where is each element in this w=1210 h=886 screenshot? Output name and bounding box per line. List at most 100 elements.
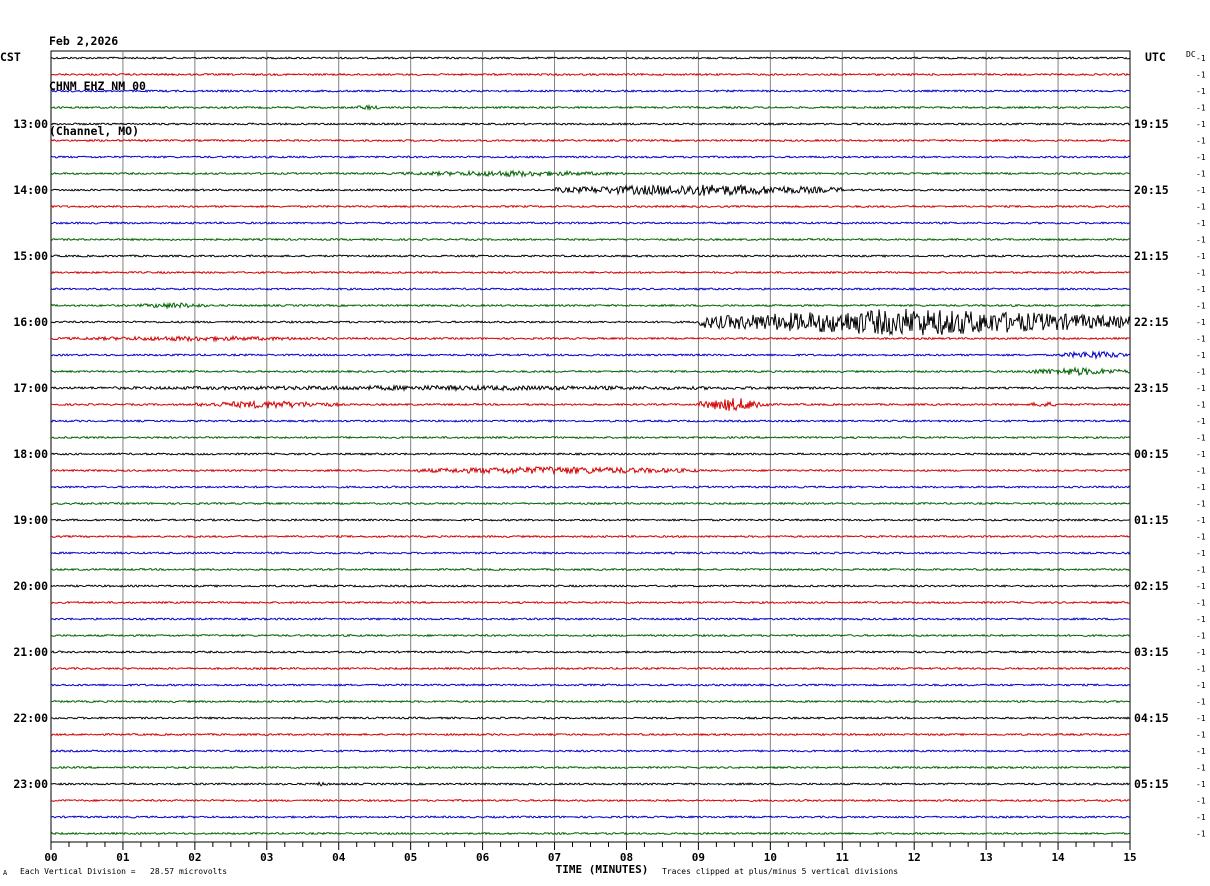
clip-note: Traces clipped at plus/minus 5 vertical … — [662, 867, 899, 876]
trace-row-46 — [50, 815, 1131, 819]
left-hour-label: 21:00 — [13, 645, 48, 659]
trace-row-2 — [50, 89, 1131, 93]
row-right-label: -1 — [1196, 648, 1206, 657]
trace-row-31 — [50, 567, 1131, 572]
x-tick-label-08: 08 — [620, 851, 633, 864]
row-right-label: -1 — [1196, 813, 1206, 822]
x-tick-label-07: 07 — [548, 851, 561, 864]
trace-row-16 — [50, 308, 1131, 336]
trace-row-25 — [50, 465, 1131, 476]
x-axis-label: TIME (MINUTES) — [556, 863, 649, 876]
row-right-label: -1 — [1196, 434, 1206, 443]
trace-row-9 — [50, 204, 1131, 209]
row-right-label: -1 — [1196, 830, 1206, 839]
left-hour-label: 19:00 — [13, 513, 48, 527]
row-right-label: -1 — [1196, 71, 1206, 80]
header-block: Feb 2,2026 CHNM EHZ NM 00 (Channel, MO) — [49, 4, 146, 154]
row-right-label: -1 — [1196, 335, 1206, 344]
trace-row-12 — [50, 254, 1131, 258]
right-timezone-label: UTC — [1145, 50, 1166, 64]
left-hour-label: 20:00 — [13, 579, 48, 593]
left-hour-label: 17:00 — [13, 381, 48, 395]
left-hour-label: 16:00 — [13, 315, 48, 329]
x-tick-label-10: 10 — [764, 851, 777, 864]
trace-row-34 — [50, 617, 1131, 621]
minute-gridlines — [122, 51, 1059, 842]
trace-row-20 — [50, 383, 1131, 393]
trace-row-17 — [50, 334, 1131, 343]
trace-row-22 — [50, 419, 1131, 423]
trace-row-28 — [51, 518, 1131, 522]
row-right-label: -1 — [1196, 302, 1206, 311]
row-right-label: -1 — [1196, 417, 1206, 426]
row-right-labels: -1 -1 -1 -1 -1 -1 -1 -1 -1 -1 -1 -1 -1 -1 -1 -1 -1 -1 -1 -1… — [1196, 54, 1206, 839]
row-right-label: -1 — [1196, 153, 1206, 162]
x-tick-label-04: 04 — [332, 851, 346, 864]
row-right-label: -1 — [1196, 236, 1206, 245]
trace-row-0 — [50, 56, 1131, 60]
trace-row-45 — [50, 798, 1131, 803]
seismic-traces — [50, 56, 1131, 836]
x-tick-label-11: 11 — [836, 851, 850, 864]
row-right-label: -1 — [1196, 500, 1206, 509]
row-right-label: -1 — [1196, 533, 1206, 542]
right-hour-label: 19:15 — [1134, 117, 1169, 131]
x-tick-label-15: 15 — [1123, 851, 1136, 864]
row-right-label: -1 — [1196, 401, 1206, 410]
x-tick-label-09: 09 — [692, 851, 705, 864]
x-tick-label-03: 03 — [260, 851, 273, 864]
trace-row-39 — [50, 699, 1131, 704]
trace-row-1 — [50, 72, 1131, 77]
trace-row-7 — [50, 169, 1131, 179]
trace-row-42 — [50, 749, 1131, 753]
x-tick-label-05: 05 — [404, 851, 417, 864]
trace-row-10 — [50, 221, 1131, 225]
left-hour-label: 23:00 — [13, 777, 48, 791]
right-hour-label: 22:15 — [1134, 315, 1169, 329]
trace-row-4 — [50, 122, 1131, 126]
row-right-label: -1 — [1196, 120, 1206, 129]
row-right-label: -1 — [1196, 87, 1206, 96]
trace-row-41 — [50, 732, 1131, 737]
row-right-label: -1 — [1196, 681, 1206, 690]
row-right-label: -1 — [1196, 780, 1206, 789]
row-right-label: -1 — [1196, 582, 1206, 591]
left-hour-label: 18:00 — [13, 447, 48, 461]
row-right-label: -1 — [1196, 368, 1206, 377]
row-right-label: -1 — [1196, 104, 1206, 113]
trace-row-32 — [50, 584, 1131, 588]
row-right-label: -1 — [1196, 450, 1206, 459]
x-tick-label-13: 13 — [980, 851, 993, 864]
trace-row-18 — [50, 350, 1131, 361]
right-hour-label: 03:15 — [1134, 645, 1169, 659]
trace-row-44 — [50, 781, 1131, 787]
row-right-label: -1 — [1196, 285, 1206, 294]
row-right-label: -1 — [1196, 54, 1206, 63]
row-right-label: -1 — [1196, 186, 1206, 195]
row-right-label: -1 — [1196, 351, 1206, 360]
x-tick-label-02: 02 — [188, 851, 201, 864]
row-right-label: -1 — [1196, 549, 1206, 558]
right-hour-labels: 19:15 20:15 21:15 22:15 23:15 00:15 01:15 02:15… — [1134, 117, 1169, 791]
trace-row-35 — [50, 633, 1131, 638]
trace-row-15 — [50, 301, 1131, 310]
row-right-label: -1 — [1196, 698, 1206, 707]
trace-row-40 — [50, 716, 1131, 720]
trace-row-23 — [51, 435, 1131, 440]
trace-row-29 — [50, 534, 1131, 539]
row-right-label: -1 — [1196, 467, 1206, 476]
row-right-label: -1 — [1196, 137, 1206, 146]
trace-row-37 — [50, 666, 1131, 671]
dc-label: DC — [1186, 50, 1196, 59]
row-right-label: -1 — [1196, 219, 1206, 228]
trace-row-5 — [50, 138, 1131, 143]
row-right-label: -1 — [1196, 483, 1206, 492]
trace-row-3 — [50, 103, 1131, 111]
right-hour-label: 23:15 — [1134, 381, 1169, 395]
trace-row-26 — [50, 485, 1131, 489]
left-timezone-label: CST — [0, 50, 21, 64]
row-right-label: -1 — [1196, 747, 1206, 756]
trace-row-47 — [50, 831, 1131, 836]
row-right-label: -1 — [1196, 318, 1206, 327]
